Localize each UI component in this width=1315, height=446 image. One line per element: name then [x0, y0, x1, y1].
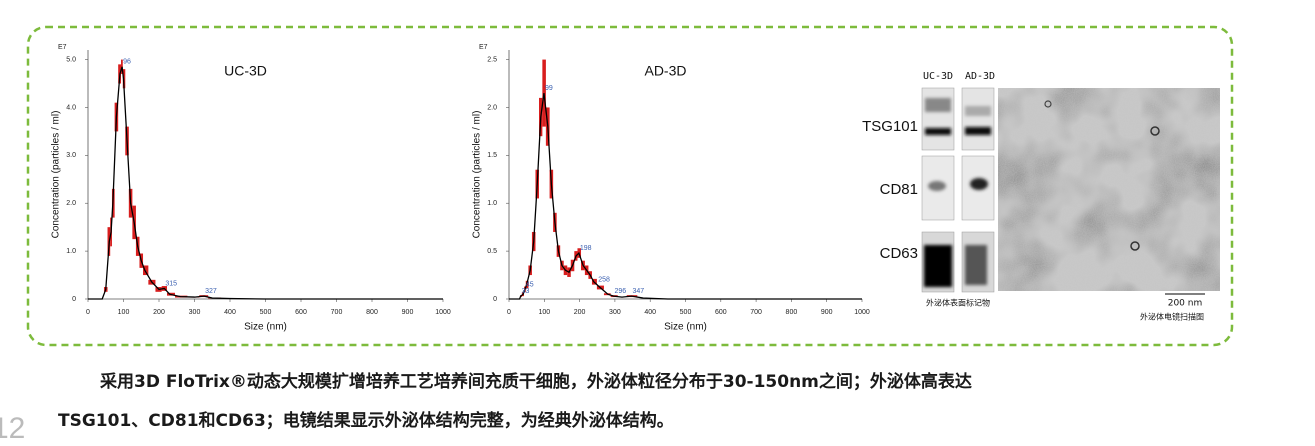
blot-caption: 外泌体表面标记物 — [926, 298, 990, 308]
vesicle — [1130, 241, 1140, 251]
paragraph-line: 采用3D FloTrix®动态大规模扩增培养工艺培养间充质干细胞，外泌体粒径分布… — [99, 371, 972, 392]
chart-title: AD-3D — [644, 63, 686, 79]
x-tick-label: 700 — [331, 309, 343, 316]
y-tick-label: 4.0 — [66, 104, 76, 111]
chart-title: UC-3D — [224, 63, 267, 79]
mean-line — [509, 93, 862, 300]
x-tick-label: 0 — [86, 309, 90, 316]
y-tick-label: 2.5 — [487, 56, 497, 63]
blot: UC-3D AD-3D TSG101 CD81 CD63 外泌体表面标记物 — [862, 71, 995, 308]
peak-label: 198 — [580, 245, 592, 252]
x-tick-label: 300 — [189, 309, 201, 316]
blot-row: CD63 — [880, 245, 918, 262]
paragraph-line: TSG101、CD81和CD63；电镜结果显示外泌体结构完整，为经典外泌体结构。 — [58, 410, 674, 431]
chart: AD-3D E7 Size (nm) Concentration (particles… — [472, 44, 870, 333]
x-tick-label: 800 — [366, 309, 378, 316]
mean-line — [88, 66, 443, 300]
chart: UC-3D E7 Size (nm) Concentration (particles… — [51, 44, 451, 333]
peak-label: 45 — [526, 281, 534, 288]
y-tick-label: 2.0 — [487, 104, 497, 111]
x-axis-label: Size (nm) — [244, 322, 287, 333]
y-tick-label: 1.0 — [487, 200, 497, 207]
peak-label: 99 — [545, 85, 553, 92]
peak-label: 33 — [522, 288, 530, 295]
peak-label: 315 — [165, 280, 177, 287]
vesicle — [1044, 100, 1052, 108]
y-tick-label: 3.0 — [66, 152, 76, 159]
vesicle — [1150, 126, 1160, 136]
page-number: 12 — [0, 412, 25, 445]
x-tick-label: 100 — [118, 309, 130, 316]
y-tick-label: 0 — [72, 296, 76, 303]
em-caption: 外泌体电镜扫描图 — [1140, 312, 1204, 322]
x-tick-label: 100 — [538, 309, 550, 316]
blot-panel — [921, 87, 955, 151]
x-tick-label: 600 — [715, 309, 727, 316]
y-tick-label: 2.0 — [66, 200, 76, 207]
x-tick-label: 200 — [574, 309, 586, 316]
x-tick-label: 800 — [786, 309, 798, 316]
blot-bands — [924, 98, 991, 287]
scale-label: 200 nm — [1168, 299, 1203, 309]
blot-row: CD81 — [880, 181, 918, 198]
exponent: E7 — [479, 44, 488, 51]
peak-label: 296 — [614, 288, 626, 295]
y-axis-label: Concentration (particles / ml) — [472, 111, 483, 239]
peak-label: 327 — [205, 288, 217, 295]
frame — [26, 25, 1234, 347]
exponent: E7 — [58, 44, 67, 51]
peak-label: 258 — [598, 276, 610, 283]
x-tick-label: 1000 — [854, 309, 870, 316]
x-tick-label: 400 — [644, 309, 656, 316]
x-axis-label: Size (nm) — [664, 322, 707, 333]
blot-row: TSG101 — [862, 118, 918, 135]
peak-label: 347 — [632, 288, 644, 295]
x-tick-label: 900 — [402, 309, 414, 316]
x-tick-label: 600 — [295, 309, 307, 316]
y-tick-label: 0 — [493, 296, 497, 303]
y-tick-label: 5.0 — [66, 56, 76, 63]
peak-label: 96 — [123, 59, 131, 66]
y-axis-label: Concentration (particles / ml) — [51, 111, 62, 239]
em-image: 200 nm 外泌体电镜扫描图 — [998, 88, 1220, 322]
x-tick-label: 500 — [680, 309, 692, 316]
x-tick-label: 500 — [260, 309, 272, 316]
x-tick-label: 700 — [750, 309, 762, 316]
error-band — [143, 265, 149, 276]
x-tick-label: 200 — [153, 309, 165, 316]
em-noise — [998, 88, 1220, 291]
x-tick-label: 0 — [507, 309, 511, 316]
y-tick-label: 1.0 — [66, 248, 76, 255]
x-tick-label: 900 — [821, 309, 833, 316]
x-tick-label: 1000 — [435, 309, 451, 316]
y-tick-label: 1.5 — [487, 152, 497, 159]
blot-column: UC-3D — [923, 71, 953, 82]
x-tick-label: 300 — [609, 309, 621, 316]
y-tick-label: 0.5 — [487, 248, 497, 255]
blot-panel — [961, 87, 995, 151]
x-tick-label: 400 — [224, 309, 236, 316]
blot-column: AD-3D — [965, 71, 995, 82]
